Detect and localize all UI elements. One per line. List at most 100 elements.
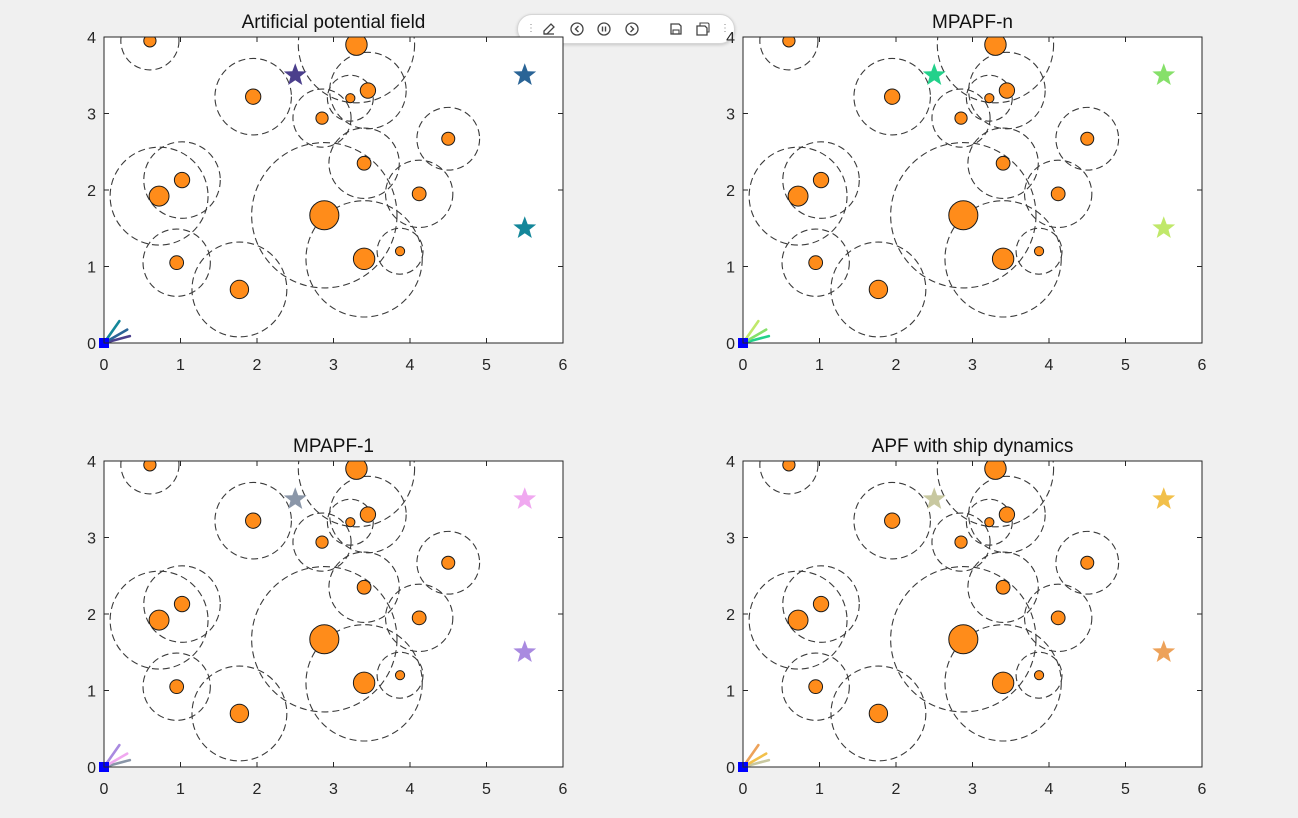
influence-circle — [830, 665, 927, 762]
goal-star — [513, 216, 537, 238]
influence-circle — [890, 142, 1037, 289]
y-tick-label: 2 — [726, 607, 735, 624]
obstacle-marker — [315, 111, 329, 125]
pause-icon[interactable] — [593, 18, 615, 40]
y-tick-label: 0 — [726, 760, 735, 777]
obstacle-marker — [812, 595, 830, 613]
y-tick-label: 3 — [726, 531, 735, 548]
influence-circle — [944, 200, 1062, 318]
influence-circle — [965, 498, 1013, 546]
influence-circle — [376, 227, 424, 275]
obstacle-marker — [991, 247, 1015, 271]
obstacle-marker — [441, 131, 456, 146]
goal-star — [1152, 640, 1176, 662]
influence-circle — [1015, 651, 1063, 699]
influence-circle — [931, 88, 991, 148]
x-tick-label: 2 — [892, 781, 901, 798]
y-tick-label: 1 — [87, 684, 96, 701]
influence-circle — [781, 652, 850, 721]
axes-background — [742, 36, 1203, 344]
obstacle-marker — [245, 88, 262, 105]
influence-circle — [191, 665, 288, 762]
obstacle-marker — [995, 155, 1011, 171]
subplot-3: 0 1 2 3 4 5 6 0 1 2 3 4 MPAPF-1 — [87, 436, 568, 798]
goal-star — [513, 63, 537, 85]
obstacle-marker — [991, 671, 1015, 695]
y-tick-label: 3 — [87, 531, 96, 548]
x-tick-label: 5 — [1121, 357, 1130, 374]
obstacle-marker — [315, 535, 329, 549]
obstacle-marker — [808, 679, 824, 695]
toolbar-menu-icon[interactable]: ⋮ — [720, 23, 730, 34]
goal-star — [922, 63, 946, 85]
plot-area — [743, 37, 1176, 343]
influence-circle — [214, 57, 292, 136]
obstacle-marker — [995, 579, 1011, 595]
x-tick-label: 5 — [482, 781, 491, 798]
obstacle-marker — [948, 200, 979, 231]
influence-circle — [1015, 227, 1063, 275]
copy-icon[interactable] — [692, 18, 714, 40]
obstacle-marker — [868, 279, 889, 300]
influence-circle — [748, 146, 848, 246]
back-icon[interactable] — [566, 18, 588, 40]
axes-frame — [103, 36, 564, 344]
plot-title: MPAPF-n — [932, 12, 1013, 33]
influence-circle — [384, 159, 454, 229]
plot-title: Artificial potential field — [242, 12, 426, 33]
obstacle-marker — [352, 671, 376, 695]
x-tick-label: 5 — [482, 357, 491, 374]
obstacle-marker — [787, 185, 809, 207]
x-tick-label: 1 — [815, 781, 824, 798]
influence-circle — [968, 475, 1046, 554]
obstacle-marker — [173, 595, 191, 613]
influence-circle — [781, 228, 850, 297]
axes-background — [103, 460, 564, 768]
y-tick-label: 1 — [726, 260, 735, 277]
y-tick-label: 2 — [87, 607, 96, 624]
influence-circle — [326, 74, 374, 122]
obstacle-marker — [356, 155, 372, 171]
x-tick-label: 4 — [406, 781, 415, 798]
obstacle-marker — [169, 255, 185, 271]
influence-circle — [759, 37, 819, 71]
influence-circle — [782, 565, 860, 643]
obstacle-marker — [808, 255, 824, 271]
influence-circle — [965, 74, 1013, 122]
y-tick-label: 1 — [87, 260, 96, 277]
forward-icon[interactable] — [621, 18, 643, 40]
axes-frame — [103, 460, 564, 768]
subplot-grid: 0 1 2 3 4 5 6 0 1 2 3 4 Artificial potential field 0 1… — [87, 12, 1207, 798]
influence-circle — [1055, 530, 1120, 595]
y-tick-label: 2 — [726, 183, 735, 200]
axes-background — [742, 460, 1203, 768]
influence-circle — [142, 652, 211, 721]
goal-star — [1152, 487, 1176, 509]
x-tick-label: 6 — [559, 781, 568, 798]
save-icon[interactable] — [665, 18, 687, 40]
obstacle-marker — [1050, 186, 1066, 202]
influence-circle — [142, 228, 211, 297]
obstacle-marker — [954, 111, 968, 125]
obstacle-marker — [1080, 555, 1095, 570]
plot-title: MPAPF-1 — [293, 436, 374, 457]
obstacle-marker — [782, 37, 796, 48]
obstacle-marker — [345, 93, 356, 104]
x-tick-label: 6 — [1198, 357, 1207, 374]
edit-plot-icon[interactable] — [538, 18, 560, 40]
plot-area — [743, 461, 1176, 767]
obstacle-marker — [884, 512, 901, 529]
influence-circle — [251, 142, 398, 289]
x-tick-label: 4 — [406, 357, 415, 374]
plot-area — [104, 461, 537, 767]
influence-circle — [120, 37, 180, 71]
toolbar-grip-icon[interactable]: ⋮ — [526, 23, 536, 34]
obstacle-marker — [984, 37, 1007, 56]
obstacle-marker — [245, 512, 262, 529]
influence-circle — [944, 624, 1062, 742]
obstacle-marker — [1033, 670, 1045, 681]
obstacle-marker — [1050, 610, 1066, 626]
influence-circle — [830, 241, 927, 338]
x-tick-label: 3 — [968, 781, 977, 798]
axes-frame — [742, 36, 1203, 344]
